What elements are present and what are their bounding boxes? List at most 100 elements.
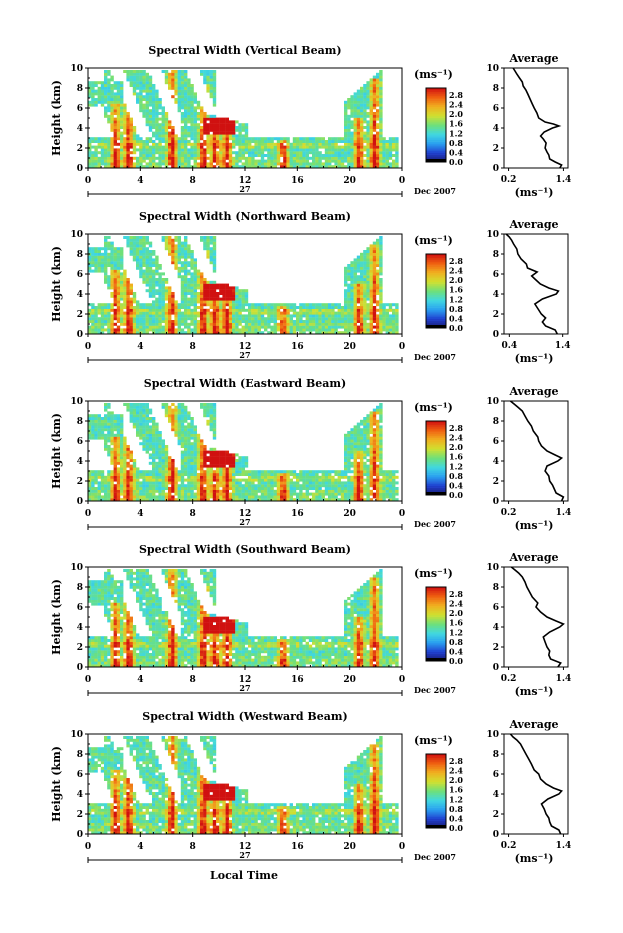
heatmap-cell [280, 323, 283, 326]
heatmap-cell [258, 137, 261, 140]
heatmap-cell [178, 473, 181, 476]
heatmap-cell [114, 317, 117, 320]
heatmap-cell [139, 140, 142, 143]
heatmap-cell [142, 98, 145, 101]
heatmap-cell [235, 320, 238, 323]
heatmap-cell [242, 137, 245, 140]
heatmap-cell [152, 98, 155, 101]
heatmap-cell [200, 326, 203, 329]
heatmap-cell [107, 431, 110, 434]
heatmap-cell [88, 317, 91, 320]
heatmap-cell [379, 70, 382, 73]
heatmap-cell [168, 157, 171, 160]
heatmap-cell [194, 95, 197, 98]
heatmap-cell [104, 314, 107, 317]
heatmap-cell [187, 411, 190, 414]
heatmap-cell [133, 258, 136, 261]
heatmap-cell [229, 146, 232, 149]
heatmap-cell [277, 309, 280, 312]
heatmap-cell [213, 459, 216, 462]
heatmap-cell [146, 481, 149, 484]
heatmap-cell [245, 123, 248, 126]
heatmap-cell [299, 160, 302, 163]
heatmap-cell [110, 487, 113, 490]
heatmap-cell [104, 146, 107, 149]
heatmap-cell [354, 140, 357, 143]
heatmap-cell [274, 328, 277, 331]
heatmap-cell [366, 314, 369, 317]
heatmap-cell [251, 146, 254, 149]
date-day: 27 [239, 184, 250, 194]
heatmap-cell [370, 272, 373, 275]
heatmap-cell [354, 267, 357, 270]
heatmap-cell [357, 101, 360, 104]
heatmap-cell [251, 320, 254, 323]
heatmap-cell [270, 328, 273, 331]
heatmap-cell [354, 160, 357, 163]
heatmap-cell [229, 137, 232, 140]
heatmap-cell [318, 309, 321, 312]
heatmap-cell [126, 320, 129, 323]
heatmap-cell [174, 487, 177, 490]
heatmap-cell [142, 70, 145, 73]
heatmap-cell [104, 420, 107, 423]
heatmap-cell [302, 328, 305, 331]
heatmap-cell [152, 109, 155, 112]
heatmap-cell [363, 160, 366, 163]
heatmap-cell [149, 76, 152, 79]
heatmap-cell [373, 261, 376, 264]
heatmap-cell [181, 92, 184, 95]
heatmap-cell [110, 154, 113, 157]
heatmap-cell [114, 98, 117, 101]
heatmap-cell [366, 101, 369, 104]
heatmap-cell [299, 148, 302, 151]
heatmap-cell [114, 109, 117, 112]
heatmap-cell [360, 284, 363, 287]
heatmap-cell [165, 473, 168, 476]
heatmap-cell [194, 134, 197, 137]
heatmap-cell [194, 495, 197, 498]
heatmap-cell [152, 453, 155, 456]
heatmap-cell [171, 247, 174, 250]
heatmap-cell [187, 467, 190, 470]
heatmap-cell [142, 244, 145, 247]
heatmap-cell [242, 148, 245, 151]
heatmap-cell [360, 154, 363, 157]
heatmap-cell [171, 160, 174, 163]
heatmap-cell [117, 258, 120, 261]
heatmap-cell [370, 289, 373, 292]
heatmap-cell [142, 261, 145, 264]
heatmap-cell [126, 146, 129, 149]
heatmap-cell [302, 323, 305, 326]
heatmap-cell [373, 253, 376, 256]
heatmap-cell [120, 286, 123, 289]
heatmap-cell [123, 120, 126, 123]
heatmap-cell [203, 495, 206, 498]
heatmap-cell [114, 462, 117, 465]
heatmap-cell [366, 87, 369, 90]
heatmap-cell [139, 267, 142, 270]
heatmap-cell [200, 109, 203, 112]
heatmap-cell [190, 253, 193, 256]
heatmap-cell [344, 137, 347, 140]
heatmap-cell [142, 431, 145, 434]
heatmap-cell [302, 140, 305, 143]
heatmap-cell [101, 481, 104, 484]
heatmap-cell [258, 154, 261, 157]
heatmap-cell [366, 303, 369, 306]
heatmap-cell [232, 129, 235, 132]
heatmap-cell [155, 323, 158, 326]
heatmap-cell [101, 264, 104, 267]
heatmap-cell [171, 129, 174, 132]
heatmap-cell [379, 303, 382, 306]
heatmap-cell [344, 314, 347, 317]
heatmap-cell [194, 120, 197, 123]
heatmap-cells [88, 236, 399, 334]
heatmap-cell [120, 481, 123, 484]
heatmap-cell [88, 256, 91, 259]
colorbar-segment [426, 298, 446, 300]
heatmap-cell [210, 467, 213, 470]
heatmap-cell [146, 106, 149, 109]
heatmap-cell [178, 76, 181, 79]
heatmap-cell [101, 140, 104, 143]
